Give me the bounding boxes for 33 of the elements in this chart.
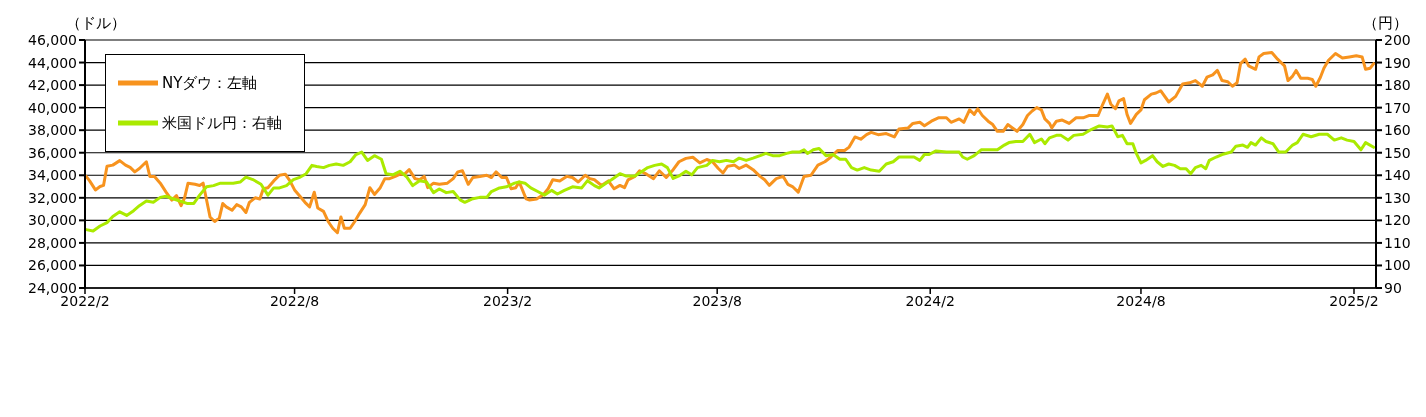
y2-tick-label: 130: [1384, 189, 1411, 206]
y2-tick-label: 120: [1384, 212, 1411, 229]
x-tick-label: 2024/2: [905, 292, 955, 309]
y-tick-label: 28,000: [28, 234, 77, 251]
x-tick-label: 2023/2: [482, 292, 533, 309]
y-tick-label: 46,000: [28, 31, 77, 48]
y2-tick-label: 180: [1384, 77, 1411, 94]
y2-tick-label: 170: [1384, 99, 1411, 116]
y-tick-label: 26,000: [28, 257, 77, 274]
y-tick-label: 42,000: [28, 77, 77, 94]
y-axis-title: （ドル）: [66, 14, 126, 33]
y-tick-label: 36,000: [28, 144, 77, 161]
x-tick-label: 2025/2: [1329, 292, 1379, 309]
y-tick-label: 34,000: [28, 167, 77, 184]
legend-label: 米国ドル円：右軸: [162, 113, 282, 132]
y2-tick-label: 90: [1384, 279, 1402, 296]
y2-tick-label: 190: [1384, 54, 1411, 71]
y2-tick-label: 200: [1384, 31, 1411, 48]
x-tick-label: 2023/8: [692, 292, 742, 309]
legend-label: NYダウ：左軸: [162, 73, 258, 92]
x-tick-label: 2022/8: [269, 292, 320, 309]
y-tick-label: 32,000: [28, 189, 77, 206]
y2-tick-label: 140: [1384, 167, 1411, 184]
y2-tick-label: 110: [1384, 234, 1411, 251]
x-tick-label: 2024/8: [1116, 292, 1166, 309]
y-tick-label: 38,000: [28, 122, 77, 139]
y-tick-label: 40,000: [28, 99, 77, 116]
y2-tick-label: 100: [1384, 257, 1411, 274]
y2-tick-label: 160: [1384, 122, 1411, 139]
y2-axis-title: （円）: [1363, 14, 1408, 33]
y-tick-label: 44,000: [28, 54, 77, 71]
y-tick-label: 30,000: [28, 212, 77, 229]
y2-tick-label: 150: [1384, 144, 1411, 161]
